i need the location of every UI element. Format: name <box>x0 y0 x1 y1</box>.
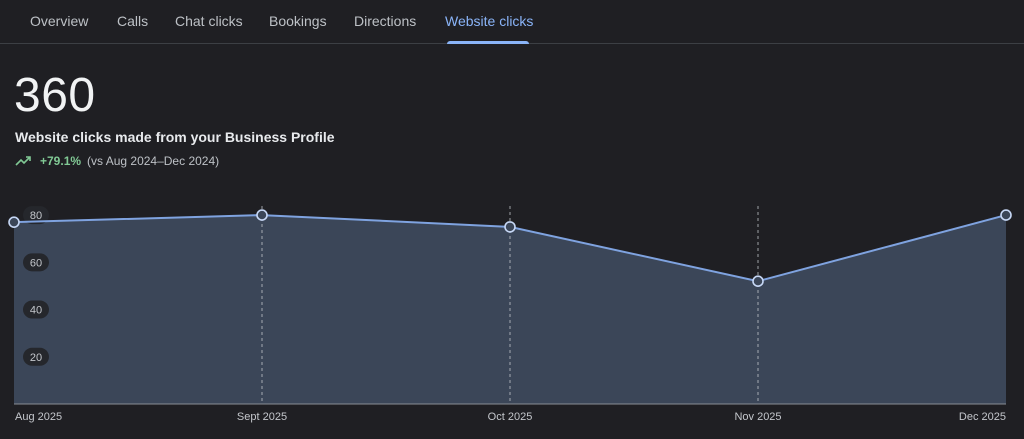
y-tick-pill <box>23 253 49 272</box>
x-tick-label: Oct 2025 <box>488 411 533 423</box>
tab-overview[interactable]: Overview <box>30 13 89 29</box>
tab-chat-clicks[interactable]: Chat clicks <box>175 13 243 29</box>
trending-up-icon <box>15 155 33 167</box>
website-clicks-chart: 20 40 60 80 Aug 2025 Sept 2025 Oct 2025 Nov 202… <box>0 180 1024 439</box>
data-point <box>1000 209 1012 221</box>
x-tick-label: Sept 2025 <box>237 411 287 423</box>
active-tab-indicator <box>447 41 529 44</box>
y-tick-label: 60 <box>30 257 42 269</box>
y-tick-pill <box>23 300 49 319</box>
data-point <box>256 209 268 221</box>
y-tick-label: 80 <box>30 210 42 222</box>
metric-description: Website clicks made from your Business P… <box>15 129 335 145</box>
tab-calls[interactable]: Calls <box>117 13 149 29</box>
trend-row: +79.1% (vs Aug 2024–Dec 2024) <box>15 153 219 169</box>
tab-website-clicks[interactable]: Website clicks <box>445 13 534 29</box>
tab-directions[interactable]: Directions <box>354 13 417 29</box>
total-count: 360 <box>14 69 96 122</box>
y-tick-label: 40 <box>30 305 42 317</box>
metric-tabs: Overview Calls Chat clicks Bookings Dire… <box>0 0 1024 44</box>
data-point <box>8 216 20 228</box>
data-point <box>752 275 764 288</box>
x-tick-label: Aug 2025 <box>15 411 62 423</box>
data-point <box>504 221 516 233</box>
x-tick-label: Dec 2025 <box>959 411 1006 423</box>
tab-bookings[interactable]: Bookings <box>269 13 327 29</box>
comparison-period: (vs Aug 2024–Dec 2024) <box>87 154 220 168</box>
y-tick-pill <box>23 347 49 366</box>
change-percent: +79.1% <box>40 154 82 168</box>
x-tick-label: Nov 2025 <box>734 411 781 423</box>
chart-canvas: 20 40 60 80 Aug 2025 Sept 2025 Oct 2025 Nov 202… <box>8 206 1012 423</box>
y-tick-pill <box>23 206 49 225</box>
y-tick-label: 20 <box>30 352 42 364</box>
